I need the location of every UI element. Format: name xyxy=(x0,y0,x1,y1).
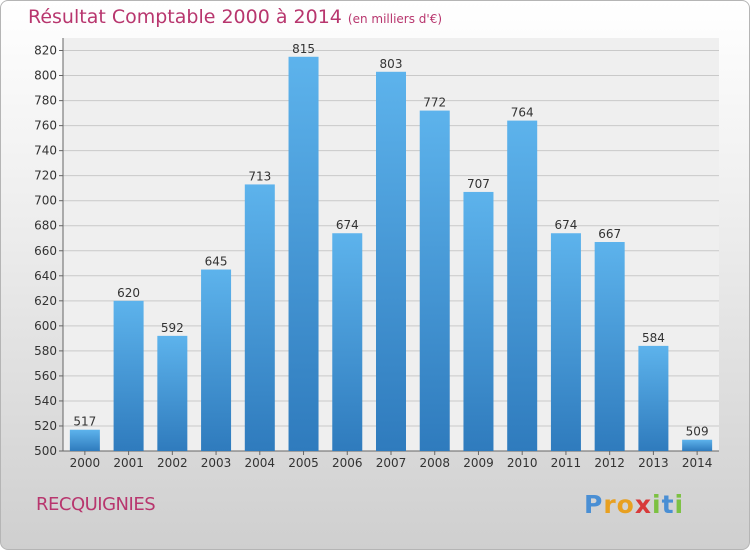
y-tick-label: 740 xyxy=(34,144,57,158)
logo-letter: i xyxy=(674,490,685,519)
y-tick-label: 800 xyxy=(34,69,57,83)
logo-letter: r xyxy=(603,490,617,519)
y-tick-label: 680 xyxy=(34,219,57,233)
chart-title-text: Résultat Comptable 2000 à 2014 xyxy=(28,6,342,28)
logo-letter: t xyxy=(661,490,675,519)
proxiti-logo: Proxiti xyxy=(584,490,684,519)
y-tick-label: 500 xyxy=(34,444,57,458)
data-label: 674 xyxy=(336,218,359,232)
y-tick-label: 540 xyxy=(34,394,57,408)
y-tick-label: 820 xyxy=(34,44,57,58)
y-tick-label: 660 xyxy=(34,244,57,258)
data-label: 674 xyxy=(554,218,577,232)
chart-unit-note: (en milliers d'€) xyxy=(347,12,443,26)
x-tick-label: 2012 xyxy=(594,456,625,470)
bar xyxy=(69,429,100,451)
labels: 500 520 540 560 580 600 620 640 660 680 700 720 740 7… xyxy=(34,42,712,470)
data-label: 645 xyxy=(205,255,228,269)
logo-letter: i xyxy=(652,490,662,519)
bar xyxy=(288,56,319,451)
data-label: 764 xyxy=(511,106,534,120)
logo-letter: o xyxy=(616,490,635,519)
bar xyxy=(507,120,538,451)
data-label: 620 xyxy=(117,286,140,300)
x-tick-label: 2008 xyxy=(419,456,450,470)
bar xyxy=(550,233,581,451)
x-tick-label: 2011 xyxy=(551,456,582,470)
y-tick-label: 720 xyxy=(34,169,57,183)
x-tick-label: 2005 xyxy=(288,456,319,470)
city-name: RECQUIGNIES xyxy=(36,494,156,515)
y-tick-label: 580 xyxy=(34,344,57,358)
bar xyxy=(201,269,232,451)
data-label: 592 xyxy=(161,321,184,335)
x-tick-label: 2002 xyxy=(157,456,188,470)
x-tick-label: 2000 xyxy=(70,456,101,470)
x-tick-label: 2006 xyxy=(332,456,363,470)
bar xyxy=(376,71,406,452)
y-tick-label: 760 xyxy=(34,119,57,133)
chart-title: Résultat Comptable 2000 à 2014 (en millie… xyxy=(28,6,442,28)
bar xyxy=(332,233,363,451)
bars xyxy=(69,56,713,452)
bar xyxy=(682,439,713,451)
x-tick-label: 2007 xyxy=(376,456,407,470)
y-tick-label: 640 xyxy=(34,269,57,283)
y-tick-label: 780 xyxy=(34,94,57,108)
y-tick-label: 620 xyxy=(34,294,57,308)
x-tick-label: 2013 xyxy=(638,456,669,470)
data-label: 713 xyxy=(248,169,271,183)
x-tick-label: 2010 xyxy=(507,456,538,470)
bar xyxy=(638,345,669,451)
data-label: 815 xyxy=(292,42,315,56)
bar xyxy=(157,335,188,451)
logo-letter: P xyxy=(584,490,604,519)
x-tick-label: 2009 xyxy=(463,456,494,470)
y-tick-label: 700 xyxy=(34,194,57,208)
x-tick-label: 2004 xyxy=(245,456,276,470)
bar xyxy=(244,184,275,451)
data-label: 584 xyxy=(642,331,665,345)
data-label: 509 xyxy=(686,425,709,439)
y-tick-label: 520 xyxy=(34,419,57,433)
data-label: 707 xyxy=(467,177,490,191)
bar xyxy=(594,241,625,451)
y-tick-label: 600 xyxy=(34,319,57,333)
bar xyxy=(419,110,450,451)
x-tick-label: 2001 xyxy=(113,456,144,470)
data-label: 517 xyxy=(73,415,96,429)
x-tick-label: 2003 xyxy=(201,456,232,470)
data-label: 803 xyxy=(380,57,403,71)
data-label: 772 xyxy=(423,96,446,110)
logo-letter: x xyxy=(634,490,652,519)
bar xyxy=(113,300,144,451)
data-label: 667 xyxy=(598,227,621,241)
x-tick-label: 2014 xyxy=(682,456,713,470)
bar xyxy=(463,191,494,451)
y-tick-label: 560 xyxy=(34,369,57,383)
